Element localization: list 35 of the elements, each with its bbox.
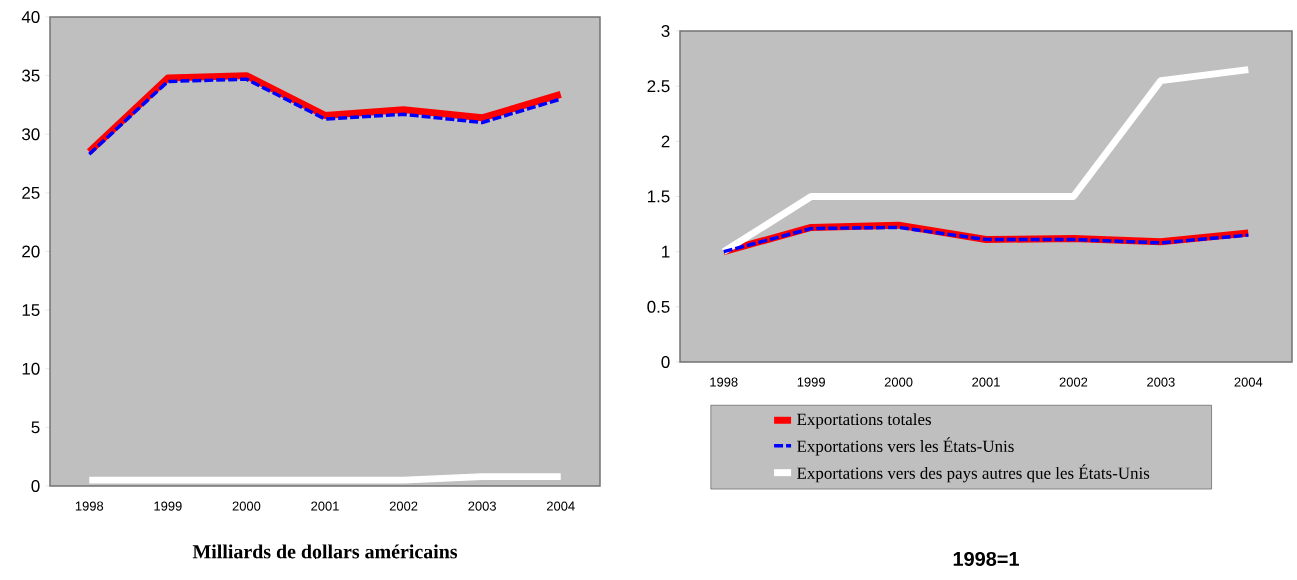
x-tick-label: 2004 — [546, 501, 575, 511]
x-tick-label: 2004 — [1234, 377, 1263, 387]
x-tick-label: 2001 — [972, 377, 1000, 387]
legend-label: Exportations vers les États-Unis — [797, 437, 1014, 456]
x-tick-label: 2000 — [884, 377, 913, 387]
y-tick-label: 5 — [31, 421, 40, 434]
x-tick-label: 1998 — [710, 377, 738, 387]
y-tick-label: 0 — [31, 480, 40, 492]
x-axis-title: 1998=1 — [953, 551, 1019, 566]
x-tick-label: 2003 — [1147, 377, 1175, 387]
y-tick-label: 30 — [22, 128, 40, 141]
x-tick-label: 2002 — [1059, 377, 1088, 387]
y-tick-label: 0 — [661, 356, 670, 368]
x-tick-label: 2001 — [311, 501, 339, 511]
y-tick-label: 15 — [22, 304, 40, 317]
x-tick-label: 1999 — [154, 501, 182, 511]
x-axis-title: Milliards de dollars américains — [192, 544, 458, 559]
x-tick-label: 1998 — [75, 501, 104, 511]
x-tick-label: 2000 — [232, 501, 261, 511]
y-tick-label: 1.5 — [648, 190, 670, 203]
y-tick-label: 25 — [22, 186, 40, 199]
y-tick-label: 2.5 — [647, 80, 670, 93]
y-tick-label: 3 — [661, 25, 670, 37]
y-tick-label: 40 — [21, 11, 40, 23]
y-tick-label: 1 — [662, 245, 670, 258]
x-tick-label: 2003 — [468, 501, 496, 511]
y-tick-label: 35 — [22, 69, 40, 82]
y-tick-label: 20 — [22, 245, 40, 258]
legend-label: Exportations totales — [797, 413, 931, 429]
y-tick-label: 2 — [661, 135, 670, 148]
y-tick-label: 0.5 — [647, 300, 670, 313]
x-tick-label: 2002 — [389, 501, 418, 511]
x-tick-label: 1999 — [797, 377, 825, 387]
y-tick-label: 10 — [22, 362, 40, 375]
legend-label: Exportations vers des pays autres que les États-Unis — [797, 464, 1150, 483]
